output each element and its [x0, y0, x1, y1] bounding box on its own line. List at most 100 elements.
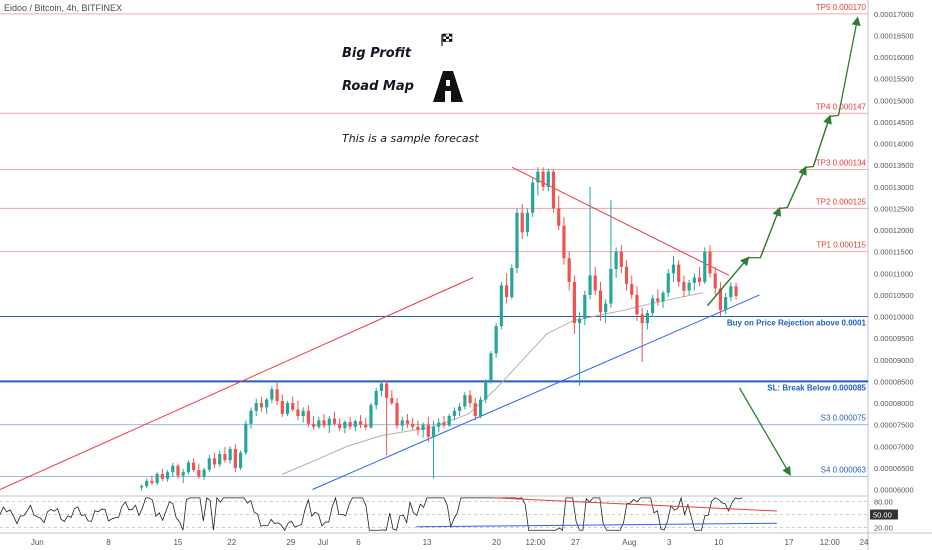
candle-16 [223, 447, 227, 463]
rising-resistance-line [0, 277, 474, 490]
candle-body-30 [296, 409, 300, 416]
candle-107 [697, 266, 702, 287]
candle-body-88 [598, 290, 603, 313]
candle-64 [473, 397, 477, 421]
candle-body-90 [609, 268, 613, 304]
candle-body-98 [651, 298, 655, 314]
candle-51 [405, 413, 410, 429]
candle-body-111 [718, 288, 723, 311]
candle-28 [285, 400, 290, 416]
candle-73 [520, 204, 524, 239]
price-axis[interactable]: 0.00017000 0.00016500 0.00016000 0.00015500… [874, 10, 914, 495]
candle-body-8 [181, 472, 185, 476]
candle-97 [645, 310, 649, 330]
candle-body-87 [593, 275, 597, 291]
candle-47 [385, 380, 389, 455]
candle-70 [504, 273, 509, 304]
candle-body-59 [447, 416, 451, 426]
candle-body-56 [431, 426, 436, 437]
candle-body-77 [541, 171, 545, 187]
candle-body-64 [473, 403, 477, 416]
candle-39 [343, 420, 347, 434]
candle-29 [291, 396, 295, 412]
candle-body-79 [551, 171, 556, 209]
level-label-2: TP3 0.000134 [816, 159, 867, 168]
level-label-3: TP2 0.000125 [816, 197, 867, 206]
osc-support-line [416, 522, 777, 528]
candle-body-61 [458, 406, 462, 411]
candle-84 [577, 312, 582, 386]
candle-body-3 [155, 473, 159, 484]
candle-94 [630, 275, 634, 300]
candle-58 [442, 416, 446, 429]
candle-body-17 [228, 448, 232, 461]
candle-2 [150, 475, 154, 485]
candle-32 [306, 405, 310, 427]
candle-62 [463, 392, 467, 410]
candle-body-96 [640, 314, 644, 324]
candle-12 [202, 467, 206, 480]
time-tick-15: 12:00 [820, 538, 841, 547]
candle-9 [186, 460, 191, 475]
candle-49 [395, 397, 399, 429]
candle-54 [421, 422, 425, 438]
oscillator-line [0, 496, 743, 532]
candle-body-31 [301, 410, 305, 416]
candle-37 [332, 411, 337, 426]
road-map-annotation: Road Map [342, 79, 414, 94]
candle-112 [724, 292, 728, 315]
time-tick-10: 27 [571, 538, 580, 547]
candle-body-45 [374, 390, 378, 406]
candle-body-4 [160, 473, 164, 479]
candle-8 [181, 468, 185, 484]
candle-63 [468, 390, 472, 408]
candle-83 [572, 275, 576, 334]
forecast-arrows [706, 16, 861, 476]
candle-89 [604, 299, 608, 324]
candle-69 [499, 281, 503, 330]
candle-body-62 [463, 395, 467, 407]
candle-body-23 [259, 403, 264, 408]
rising-support-line [312, 294, 760, 490]
candle-body-15 [218, 454, 222, 465]
candle-36 [327, 416, 331, 434]
candle-body-89 [604, 303, 608, 313]
candle-5 [165, 470, 170, 482]
candle-body-46 [379, 383, 384, 391]
candle-33 [311, 416, 316, 430]
road-icon [433, 71, 463, 102]
candle-100 [661, 290, 665, 308]
candle-body-78 [546, 171, 550, 187]
time-tick-1: 8 [106, 538, 111, 547]
candle-110 [713, 266, 717, 295]
time-tick-9: 12:00 [526, 538, 547, 547]
candle-13 [207, 454, 211, 473]
price-tick-6: 0.00014000 [874, 140, 914, 149]
candle-87 [593, 266, 597, 295]
level-label-1: TP4 0.000147 [816, 102, 867, 111]
candle-98 [651, 294, 655, 317]
candle-body-112 [724, 297, 728, 311]
candle-43 [364, 417, 368, 430]
candle-body-48 [390, 397, 394, 404]
candle-25 [270, 385, 274, 404]
time-axis[interactable]: Jun 8 15 22 29 Jul 6 13 20 12:00 27 Aug 3 10 17 12:00 24 [31, 538, 869, 547]
chart-ticker: Eidoo / Bitcoin, 4h, BITFINEX [4, 3, 123, 13]
price-levels: TP5 0.000170 TP4 0.000147 TP3 0.000134 TP2 … [0, 3, 868, 478]
candle-50 [400, 416, 404, 432]
price-tick-22: 0.00006000 [874, 486, 914, 495]
price-tick-11: 0.00011500 [874, 248, 913, 257]
candle-80 [557, 195, 561, 231]
time-tick-8: 20 [492, 538, 501, 547]
time-tick-6: 6 [356, 538, 361, 547]
candle-76 [536, 167, 540, 196]
candle-body-108 [703, 251, 707, 282]
candle-111 [718, 281, 723, 317]
moving-average-line [281, 292, 704, 475]
candle-59 [447, 413, 451, 427]
price-tick-21: 0.00006500 [874, 464, 914, 473]
candle-body-93 [624, 266, 629, 285]
candle-106 [692, 273, 696, 291]
candle-body-73 [520, 212, 524, 233]
